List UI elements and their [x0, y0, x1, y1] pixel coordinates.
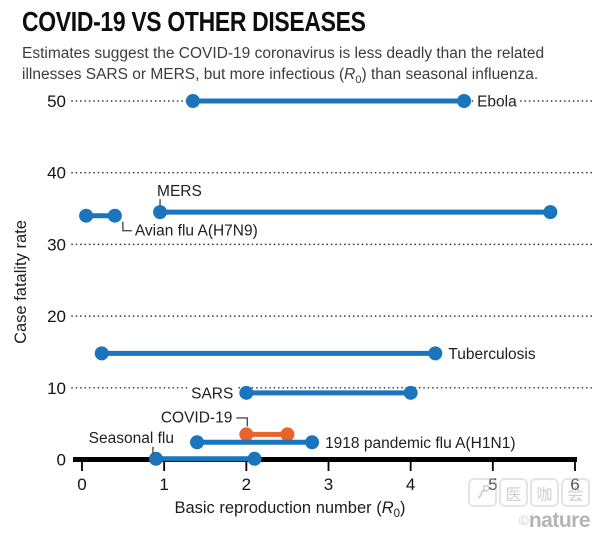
series-label-tuberculosis: Tuberculosis [448, 346, 536, 363]
series-label-bg-covid-19 [157, 408, 236, 428]
subtitle-line2-post: ) than seasonal influenza. [361, 66, 539, 83]
series-dot-max-avian-flu-a-h7n9 [107, 208, 122, 223]
r0-subscript: 0 [355, 74, 362, 87]
series-dot-min-avian-flu-a-h7n9 [79, 208, 94, 223]
series-dot-max-sars [403, 385, 418, 400]
series-dot-min-seasonal-flu [148, 451, 163, 466]
subtitle-line1: Estimates suggest the COVID-19 coronavir… [22, 45, 545, 62]
series-label-seasonal-flu: Seasonal flu [89, 430, 174, 447]
series-label-ebola: Ebola [477, 94, 517, 111]
series-sars [239, 385, 418, 400]
r0-symbol: R [344, 66, 356, 83]
series-dot-max-tuberculosis [428, 346, 443, 361]
series-label-bg-avian-flu-a-h7n9 [131, 221, 261, 241]
x-axis-title: Basic reproduction number (R0) [174, 499, 405, 520]
x-tick-label-5: 5 [488, 475, 497, 494]
series-dot-max-seasonal-flu [247, 451, 262, 466]
y-tick-label-0: 0 [57, 451, 66, 470]
series-mers [153, 205, 558, 220]
nature-logo: nature [528, 509, 591, 532]
series-seasonal-flu [148, 451, 262, 466]
series-labels: Ebola MERS Avian flu A(H7N9) Tuberculosis SA… [85, 92, 539, 453]
series-label-mers: MERS [157, 183, 202, 200]
y-axis-title: Case fatality rate [12, 220, 30, 344]
series-dot-min-mers [153, 205, 168, 220]
series-label-1918-pandemic-flu-a-h1n1: 1918 pandemic flu A(H1N1) [325, 435, 515, 452]
series-label-bg-sars [188, 384, 237, 404]
y-tick-label-20: 20 [47, 307, 66, 326]
watermark-tiles: 医 咖 会 [468, 478, 590, 507]
leader-avian-flu-a-h7n9 [122, 221, 132, 232]
watermark-char-yi: 医 [499, 478, 528, 507]
watermark-char-hui: 会 [561, 478, 590, 507]
series-ebola [185, 94, 472, 108]
series-dot-max-1918-pandemic-flu-a-h1n1 [305, 435, 320, 450]
y-tick-label-30: 30 [47, 235, 66, 254]
series-dot-min-covid-19 [239, 427, 254, 442]
series-bars [79, 94, 558, 466]
x-tick-label-6: 6 [570, 475, 579, 494]
series-label-sars: SARS [191, 385, 233, 402]
series-dot-min-sars [239, 385, 254, 400]
copyright-symbol: © [518, 512, 529, 528]
gridlines: 0 10 20 30 40 50 [47, 92, 595, 470]
watermark-char-ka: 咖 [530, 478, 559, 507]
y-tick-label-40: 40 [47, 164, 66, 183]
subtitle-line2-pre: illnesses SARS or MERS, but more infecti… [22, 66, 345, 83]
series-label-bg-1918-pandemic-flu-a-h1n1 [322, 433, 519, 453]
series-label-bg-ebola [474, 92, 521, 112]
series-label-bg-seasonal-flu [85, 428, 177, 448]
x-tick-label-2: 2 [242, 475, 251, 494]
watermark-credit: ©nature [468, 509, 590, 534]
series-label-covid-19: COVID-19 [161, 409, 233, 426]
x-tick-label-1: 1 [159, 475, 168, 494]
x-tick-label-3: 3 [324, 475, 333, 494]
series-covid-19 [239, 427, 295, 442]
series-tuberculosis [94, 346, 443, 361]
x-tick-label-0: 0 [77, 475, 86, 494]
series-dot-max-covid-19 [280, 427, 295, 442]
series-dot-max-mers [543, 205, 558, 220]
series-label-bg-mers [154, 182, 205, 202]
series-dot-min-ebola [185, 94, 200, 108]
y-tick-label-10: 10 [47, 379, 66, 398]
series-1918-pandemic-flu-a-h1n1 [190, 435, 320, 450]
series-label-bg-tuberculosis [445, 344, 539, 364]
series-dot-min-1918-pandemic-flu-a-h1n1 [190, 435, 205, 450]
watermark-logo-icon [468, 478, 497, 507]
series-dot-max-ebola [457, 94, 472, 108]
series-avian-flu-a-h7n9 [79, 208, 122, 223]
page-title: COVID-19 VS OTHER DISEASES [22, 6, 366, 37]
y-tick-label-50: 50 [47, 92, 66, 111]
subtitle: Estimates suggest the COVID-19 coronavir… [22, 43, 588, 91]
series-label-avian-flu-a-h7n9: Avian flu A(H7N9) [135, 223, 258, 240]
watermark: 医 咖 会 ©nature [468, 478, 591, 534]
header: COVID-19 VS OTHER DISEASES Estimates sug… [22, 6, 588, 91]
x-tick-label-4: 4 [406, 475, 415, 494]
series-dot-min-tuberculosis [94, 346, 109, 361]
label-leader-lines [122, 199, 249, 455]
leader-covid-19 [236, 417, 249, 427]
